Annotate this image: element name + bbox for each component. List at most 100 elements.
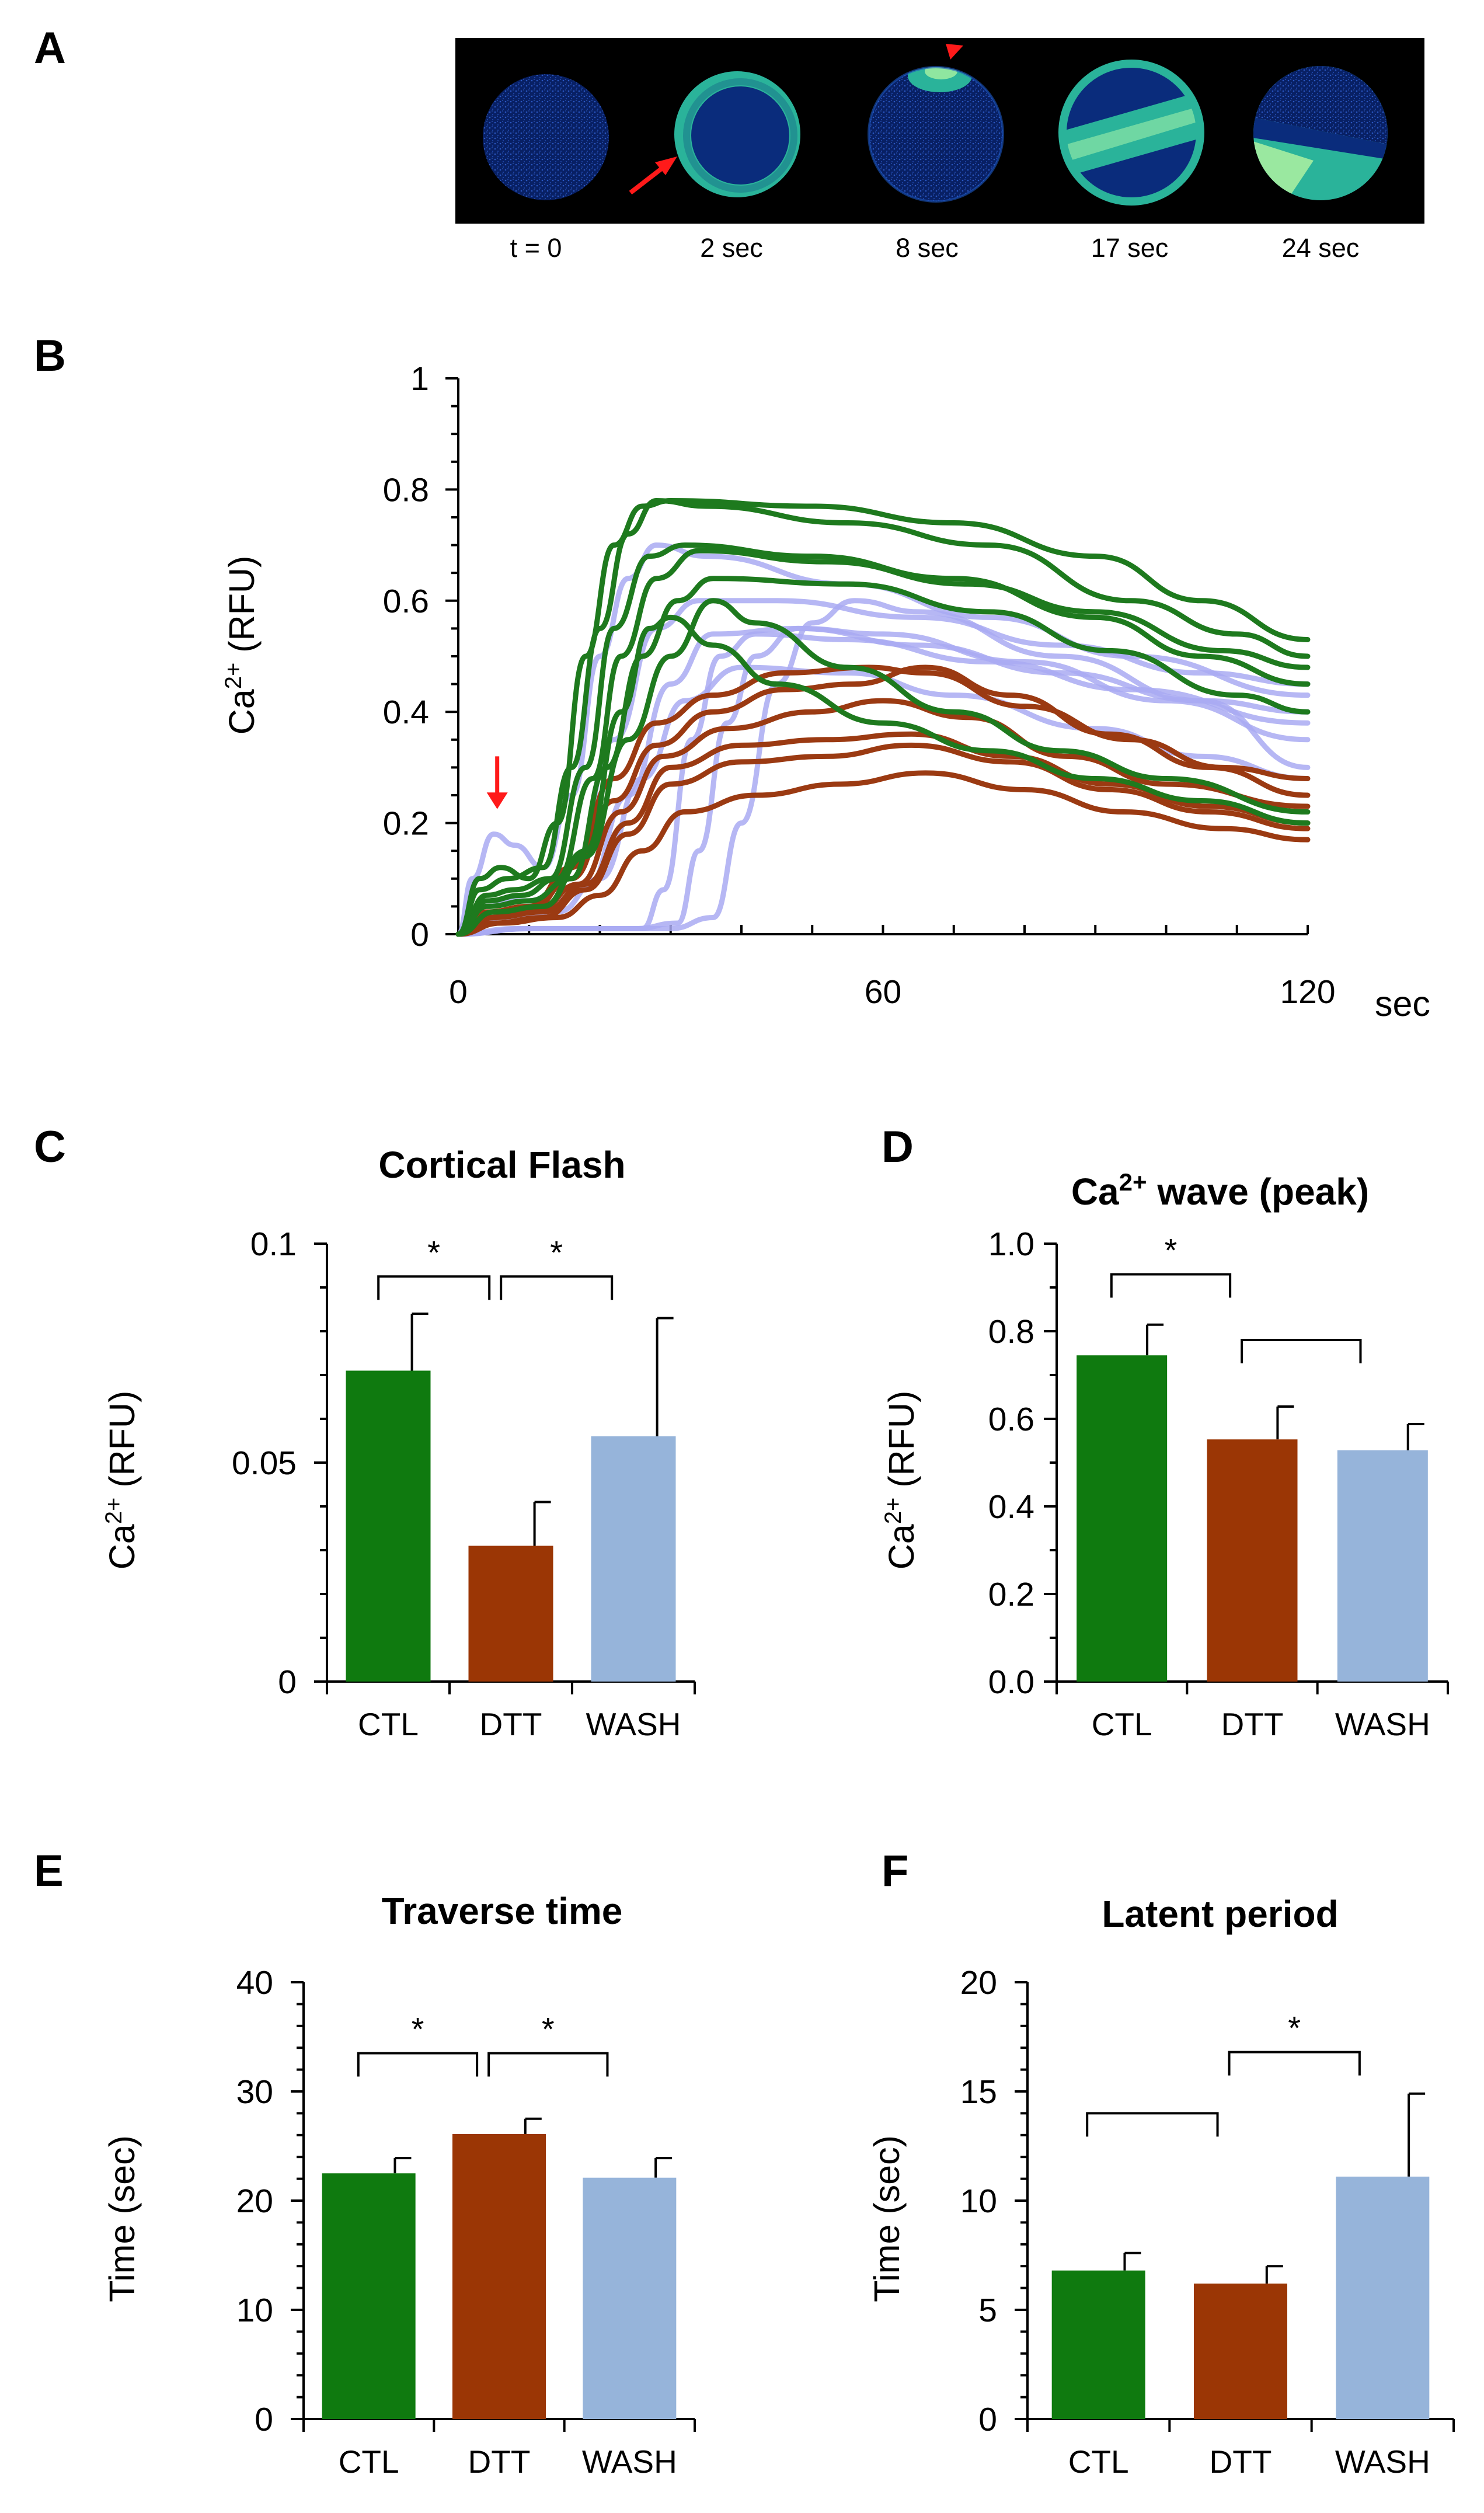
x-category-label: DTT bbox=[480, 1706, 542, 1742]
panel-c: C Cortical Flash Ca2+ (RFU) 0 0.05 0.1 CTL D… bbox=[34, 1122, 696, 1742]
egg-image-t0 bbox=[483, 74, 609, 200]
series-line-dtt bbox=[455, 742, 1311, 937]
significance-bracket bbox=[357, 2052, 479, 2077]
panel-e: E Traverse time Time (sec) 0 10 20 30 40 CTL D… bbox=[34, 1846, 696, 2480]
series-line-ctl bbox=[455, 598, 1311, 937]
flash-arrow-icon bbox=[629, 156, 677, 195]
panel-b: B Ca2+ (RFU) 0 0.2 0.4 0.6 0.8 1 0 60 120 sec bbox=[34, 331, 1430, 1024]
series-line-ctl bbox=[455, 542, 1311, 937]
y-tick-label: 30 bbox=[236, 2073, 273, 2111]
x-tick-label: 0 bbox=[449, 973, 468, 1011]
y-tick-label: 1 bbox=[410, 360, 429, 398]
bar-chart-wave-peak: 0.0 0.2 0.4 0.6 0.8 1.0 CTL DTT WASH * bbox=[988, 1226, 1449, 1742]
y-axis-label: Ca2+ (RFU) bbox=[221, 556, 262, 735]
series-line-wash bbox=[455, 598, 1311, 937]
bar-dtt bbox=[468, 1546, 553, 1682]
series-line-ctl bbox=[455, 576, 1311, 937]
x-category-label: CTL bbox=[1092, 1706, 1152, 1742]
bar-ctl bbox=[346, 1370, 431, 1682]
panel-a: A bbox=[34, 23, 1424, 263]
series-line-ctl bbox=[455, 548, 1311, 937]
x-category-label: DTT bbox=[1221, 1706, 1284, 1742]
chart-title: Latent period bbox=[1102, 1893, 1338, 1935]
significance-bracket bbox=[377, 1275, 491, 1300]
timepoint-label: 2 sec bbox=[700, 233, 763, 263]
bar-chart-latent-period: 0 5 10 15 20 CTL DTT WASH * bbox=[960, 1964, 1455, 2480]
egg-image-2sec bbox=[674, 71, 800, 197]
significance-bracket bbox=[1086, 2112, 1219, 2137]
y-tick-label: 0 bbox=[278, 1663, 297, 1701]
y-axis-label: Ca2+ (RFU) bbox=[880, 1391, 921, 1570]
series-line-ctl bbox=[455, 497, 1311, 937]
y-tick-label: 10 bbox=[236, 2292, 273, 2329]
y-tick-label: 0.2 bbox=[988, 1576, 1034, 1613]
significance-bracket bbox=[1241, 1339, 1362, 1363]
bar-chart-cortical-flash: 0 0.05 0.1 CTL DTT WASH * * bbox=[232, 1226, 696, 1742]
significance-bracket bbox=[1228, 2051, 1361, 2076]
timepoint-label: 24 sec bbox=[1282, 233, 1360, 263]
y-axis-label: Time (sec) bbox=[867, 2135, 907, 2302]
chart-title: Traverse time bbox=[382, 1890, 623, 1932]
significance-bracket bbox=[487, 2052, 609, 2077]
x-category-label: DTT bbox=[468, 2444, 531, 2480]
significance-bracket bbox=[1110, 1273, 1232, 1298]
line-chart-calcium-traces: 0 0.2 0.4 0.6 0.8 1 0 60 120 bbox=[383, 360, 1336, 1011]
y-tick-label: 0.6 bbox=[988, 1401, 1034, 1438]
y-tick-label: 10 bbox=[960, 2183, 997, 2220]
significance-star: * bbox=[550, 1234, 563, 1271]
y-tick-label: 0 bbox=[410, 916, 429, 953]
x-category-label: CTL bbox=[339, 2444, 399, 2480]
bar-ctl bbox=[1077, 1355, 1168, 1682]
bar-dtt bbox=[452, 2133, 546, 2419]
significance-star: * bbox=[1288, 2010, 1301, 2046]
panel-label-e: E bbox=[34, 1846, 64, 1896]
panel-label-d: D bbox=[882, 1122, 914, 1172]
x-category-label: CTL bbox=[358, 1706, 419, 1742]
x-tick-label: 120 bbox=[1280, 973, 1335, 1011]
bar-dtt bbox=[1207, 1439, 1298, 1682]
series-line-dtt bbox=[455, 770, 1311, 937]
panel-label-c: C bbox=[34, 1122, 66, 1172]
y-tick-label: 0 bbox=[978, 2401, 997, 2438]
x-category-label: WASH bbox=[582, 2444, 677, 2480]
y-tick-label: 1.0 bbox=[988, 1226, 1034, 1263]
significance-star: * bbox=[427, 1234, 440, 1271]
significance-bracket bbox=[500, 1275, 614, 1300]
y-tick-label: 20 bbox=[236, 2183, 273, 2220]
bar-wash bbox=[1336, 2176, 1430, 2419]
y-tick-label: 5 bbox=[978, 2292, 997, 2329]
y-tick-label: 0 bbox=[255, 2401, 273, 2438]
y-tick-label: 0.8 bbox=[383, 471, 429, 509]
bar-ctl bbox=[1051, 2270, 1145, 2419]
egg-image-17sec bbox=[1058, 60, 1204, 206]
timepoint-label: t = 0 bbox=[510, 233, 562, 263]
flash-annotation-arrowhead-icon bbox=[486, 792, 508, 809]
x-tick-label: 60 bbox=[865, 973, 901, 1011]
bar-dtt bbox=[1194, 2284, 1287, 2419]
x-category-label: CTL bbox=[1068, 2444, 1129, 2480]
timepoint-label: 8 sec bbox=[896, 233, 959, 263]
significance-star: * bbox=[1165, 1232, 1178, 1269]
y-axis-label: Ca2+ (RFU) bbox=[101, 1391, 142, 1570]
wave-origin-arrowhead-icon bbox=[946, 44, 963, 60]
series-line-ctl bbox=[455, 497, 1311, 937]
panel-label-f: F bbox=[882, 1846, 908, 1896]
panel-d: D Ca2+ wave (peak) Ca2+ (RFU) 0.00.20.40… bbox=[880, 1122, 1449, 1742]
panel-label-b: B bbox=[34, 331, 66, 381]
y-tick-label: 0.0 bbox=[988, 1663, 1034, 1701]
x-category-label: DTT bbox=[1210, 2444, 1272, 2480]
y-axis-label: Time (sec) bbox=[102, 2135, 142, 2302]
chart-title: Ca2+ wave (peak) bbox=[1071, 1168, 1369, 1213]
bar-wash bbox=[583, 2177, 677, 2419]
y-tick-label: 20 bbox=[960, 1964, 997, 2002]
y-tick-label: 15 bbox=[960, 2073, 997, 2111]
x-category-label: WASH bbox=[1335, 1706, 1430, 1742]
bar-ctl bbox=[322, 2173, 416, 2419]
y-tick-label: 0.4 bbox=[383, 694, 429, 731]
panel-f: F Latent period Time (sec) 0 5 10 15 20 CTL DT… bbox=[867, 1846, 1455, 2480]
y-tick-label: 0.05 bbox=[232, 1445, 297, 1482]
y-tick-label: 0.6 bbox=[383, 583, 429, 620]
x-category-label: WASH bbox=[586, 1706, 681, 1742]
y-tick-label: 40 bbox=[236, 1964, 273, 2002]
x-axis-unit-label: sec bbox=[1375, 984, 1430, 1024]
